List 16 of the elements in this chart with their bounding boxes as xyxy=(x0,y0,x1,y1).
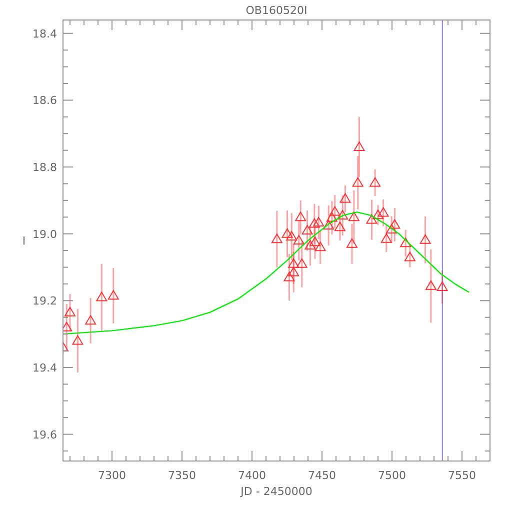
chart-title: OB160520I xyxy=(246,4,308,17)
y-tick-label: 18.4 xyxy=(32,27,57,40)
x-axis-title: JD - 2450000 xyxy=(240,485,312,498)
x-tick-label: 7300 xyxy=(98,469,126,482)
x-tick-label: 7500 xyxy=(378,469,406,482)
y-axis-title: I xyxy=(22,234,26,248)
y-tick-label: 18.8 xyxy=(32,161,57,174)
x-tick-label: 7450 xyxy=(308,469,336,482)
y-tick-label: 18.6 xyxy=(32,94,57,108)
y-tick-label: 19.4 xyxy=(32,361,57,374)
y-tick-label: 19.6 xyxy=(32,428,57,442)
y-tick-label: 19.0 xyxy=(32,228,57,241)
x-tick-label: 7400 xyxy=(238,469,266,482)
x-tick-label: 7350 xyxy=(168,469,196,482)
x-tick-label: 7550 xyxy=(448,469,476,482)
y-tick-label: 19.2 xyxy=(32,294,57,308)
